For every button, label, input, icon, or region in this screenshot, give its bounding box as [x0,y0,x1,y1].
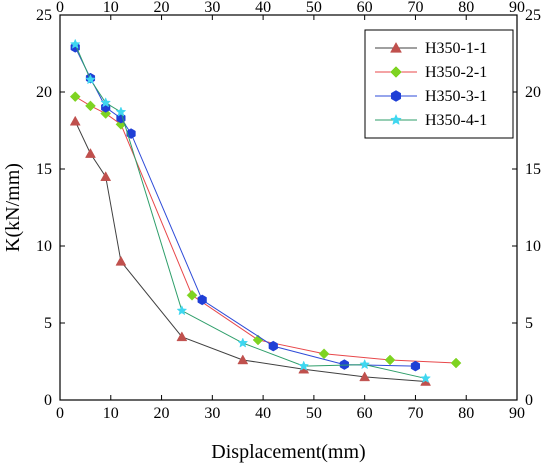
diamond-marker [186,289,198,301]
legend-label: H350-2-1 [425,64,487,81]
x-tick-label-top: 70 [407,0,423,16]
triangle-marker [100,171,112,181]
star-marker [100,97,112,108]
diamond-marker [69,91,81,102]
diamond-marker [85,100,96,112]
diamond-marker [390,66,402,78]
y-tick-label-left: 25 [36,7,52,24]
star-marker [420,372,431,384]
star-marker [69,38,81,49]
x-tick-label-bottom: 20 [154,405,170,422]
triangle-marker [390,41,402,53]
y-tick-label-right: 20 [525,84,541,101]
x-tick-label-bottom: 60 [357,405,373,422]
series-h350-4-1 [69,38,431,384]
hexagon-marker [197,294,207,306]
x-tick-label-bottom: 70 [407,405,423,422]
x-axis-title: Displacement(mm) [211,441,365,463]
x-tick-label-top: 30 [204,0,220,16]
x-tick-label-top: 40 [255,0,271,16]
legend: H350-1-1 H350-2-1 H350-3-1 H350-4-1 [364,29,514,139]
star-marker [390,113,402,125]
legend-item: H350-1-1 [375,40,487,57]
star-marker [85,74,96,85]
y-tick-label-left: 10 [36,238,52,255]
star-marker [237,337,249,348]
x-tick-label-bottom: 0 [56,405,64,422]
x-tick-label-bottom: 80 [458,405,474,422]
y-tick-label-right: 15 [525,161,541,178]
triangle-marker [359,371,371,382]
y-tick-label-left: 5 [44,315,52,332]
x-tick-label-top: 10 [103,0,119,16]
triangle-marker [85,148,96,158]
x-tick-label-bottom: 50 [306,405,322,422]
legend-item: H350-2-1 [375,64,487,81]
series-line [74,47,416,367]
legend-item: H350-3-1 [375,88,487,105]
hexagon-marker [410,360,421,372]
plot-frame [59,14,518,401]
y-tick-label-right: 5 [525,315,533,332]
x-tick-label-bottom: 40 [255,405,271,422]
x-tick-label-bottom: 90 [509,405,525,422]
star-marker [176,305,188,316]
x-tick-label-top: 20 [154,0,170,16]
diamond-marker [384,354,396,366]
series-layer [69,38,462,386]
y-tick-label-left: 0 [44,392,52,409]
triangle-marker [115,255,127,266]
tick-marks [59,14,518,401]
hexagon-marker [268,340,278,352]
diamond-marker [450,357,462,369]
y-tick-label-right: 25 [525,7,541,24]
series-line [74,121,426,383]
triangle-marker [69,115,81,126]
x-tick-label-bottom: 10 [103,405,119,422]
y-tick-label-right: 10 [525,238,541,255]
x-tick-label-top: 80 [458,0,474,16]
y-axis-title: K(kN/mm) [2,163,24,252]
star-marker [115,106,127,117]
x-tick-label-top: 50 [306,0,322,16]
y-tick-label-right: 0 [525,392,533,409]
hexagon-marker [339,359,349,370]
series-h350-1-1 [69,115,432,386]
hexagon-marker [390,90,402,102]
star-marker [298,360,310,371]
x-tick-label-top: 90 [509,0,525,16]
y-tick-label-left: 15 [36,161,52,178]
x-tick-label-top: 60 [357,0,373,16]
x-tick-label-bottom: 30 [204,405,220,422]
series-h350-2-1 [69,91,462,369]
triangle-marker [237,354,249,365]
legend-label: H350-4-1 [425,112,487,129]
star-marker [359,358,371,370]
diamond-marker [318,348,330,360]
legend-label: H350-1-1 [425,40,487,57]
y-tick-label-left: 20 [36,84,52,101]
legend-item: H350-4-1 [375,112,487,129]
triangle-marker [176,331,188,342]
x-tick-label-top: 0 [56,0,64,16]
legend-label: H350-3-1 [425,88,487,105]
